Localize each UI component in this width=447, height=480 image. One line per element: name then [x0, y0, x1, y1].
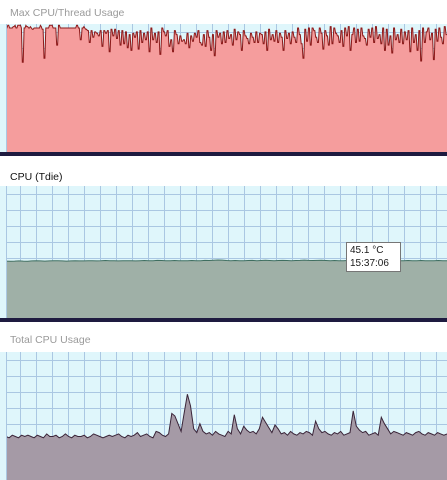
- max-cpu-thread-series-line: [6, 24, 447, 63]
- max-cpu-thread-series-area: [6, 25, 447, 156]
- total-cpu-left-gutter: [0, 352, 6, 480]
- cpu-tdie-left-gutter: [0, 186, 6, 322]
- total-cpu-series-area: [6, 394, 447, 480]
- cpu-tdie-title: CPU (Tdie): [10, 171, 63, 183]
- max-cpu-thread-usage-title: Max CPU/Thread Usage: [10, 7, 125, 19]
- cpu-tdie-tooltip: 45.1 °C 15:37:06: [346, 242, 401, 272]
- total-cpu-series-line: [5, 394, 447, 439]
- max-cpu-thread-bottom-bar: [0, 152, 447, 156]
- max-cpu-thread-usage-graph[interactable]: [0, 24, 447, 156]
- total-cpu-usage-graph[interactable]: [0, 352, 447, 480]
- cpu-tdie-panel[interactable]: CPU (Tdie): [0, 160, 447, 328]
- cpu-tdie-bottom-bar: [0, 318, 447, 322]
- total-cpu-usage-panel[interactable]: Total CPU Usage: [0, 328, 447, 480]
- tooltip-value: 45.1 °C: [350, 245, 384, 256]
- total-cpu-usage-title: Total CPU Usage: [10, 334, 91, 346]
- max-cpu-thread-usage-panel[interactable]: Max CPU/Thread Usage: [0, 0, 447, 160]
- max-cpu-thread-left-gutter: [0, 24, 6, 156]
- cpu-tdie-series-area: [6, 260, 447, 322]
- cpu-tdie-graph[interactable]: [0, 186, 447, 322]
- tooltip-time: 15:37:06: [350, 258, 389, 269]
